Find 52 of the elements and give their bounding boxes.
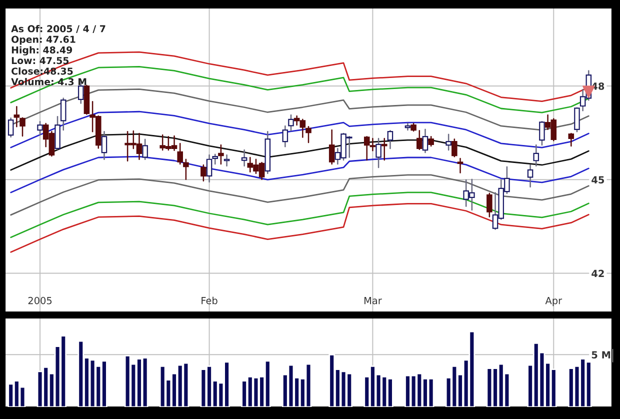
candlestick bbox=[60, 98, 66, 131]
x-tick-label: 2005 bbox=[28, 296, 52, 304]
line-series bbox=[10, 174, 590, 216]
candlestick bbox=[101, 130, 108, 160]
candlestick bbox=[381, 138, 388, 161]
candlestick bbox=[452, 138, 458, 158]
candlestick bbox=[20, 117, 26, 137]
x-tick-label: Mar bbox=[364, 297, 382, 304]
candlestick bbox=[206, 154, 212, 182]
x-tick-label: Apr bbox=[545, 297, 562, 306]
candlestick bbox=[428, 136, 434, 147]
line-series bbox=[10, 110, 590, 148]
candlestick bbox=[376, 138, 382, 168]
annotation: As Of: 2005 / 4 / 7 bbox=[11, 25, 106, 34]
candlestick bbox=[457, 158, 464, 174]
candlestick bbox=[527, 164, 534, 188]
line-series bbox=[10, 203, 590, 253]
y-tick-label: 45 bbox=[592, 176, 604, 184]
candlestick bbox=[422, 128, 428, 154]
candlestick bbox=[8, 118, 14, 138]
x-tick-label: Feb bbox=[202, 296, 218, 304]
candlestick bbox=[416, 130, 422, 150]
y-tick-label: 5 M bbox=[592, 351, 610, 358]
candlestick bbox=[200, 164, 206, 182]
candlestick bbox=[241, 149, 248, 167]
candlestick bbox=[177, 142, 183, 165]
candlestick bbox=[568, 132, 574, 147]
annotation: Open: 47.61 bbox=[12, 36, 76, 45]
candlestick bbox=[14, 106, 20, 128]
candlestick bbox=[306, 126, 312, 144]
candlestick bbox=[288, 114, 294, 132]
candlestick bbox=[404, 122, 411, 131]
candlestick bbox=[142, 138, 148, 160]
annotation: High: 48.49 bbox=[12, 46, 72, 56]
line-series bbox=[10, 133, 590, 171]
candlestick bbox=[282, 125, 288, 148]
candlestick bbox=[328, 129, 335, 165]
candlestick bbox=[539, 120, 545, 146]
candlestick bbox=[574, 107, 580, 132]
candlestick bbox=[212, 154, 218, 165]
candlestick bbox=[446, 134, 452, 151]
candlestick bbox=[54, 116, 60, 150]
candlestick bbox=[37, 120, 43, 136]
line-series bbox=[10, 192, 590, 238]
candlestick bbox=[387, 130, 394, 150]
y-tick-label: 42 bbox=[592, 270, 604, 277]
annotation: Low: 47.55 bbox=[12, 57, 69, 64]
candlestick bbox=[183, 158, 189, 180]
candlestick bbox=[486, 192, 492, 218]
candlestick bbox=[533, 144, 540, 167]
candlestick bbox=[218, 144, 224, 165]
line-series bbox=[10, 156, 590, 194]
